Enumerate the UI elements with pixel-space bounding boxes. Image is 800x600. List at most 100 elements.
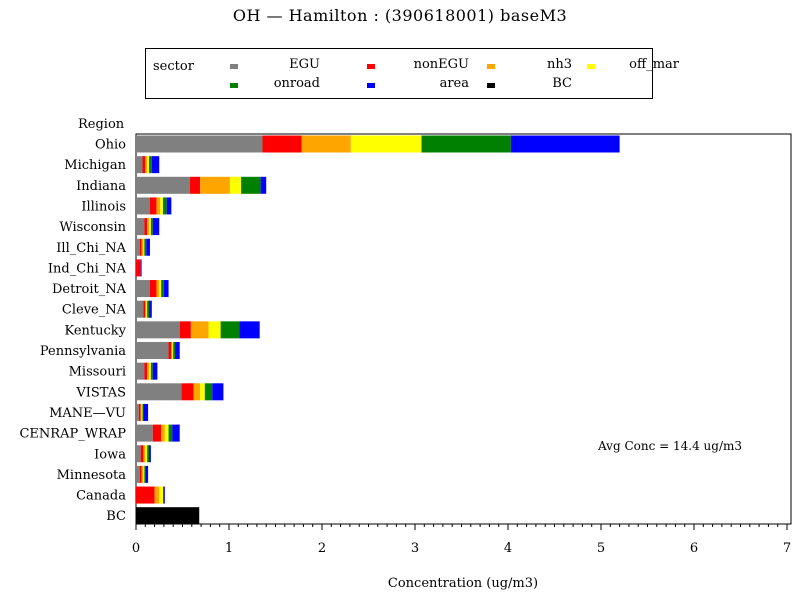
legend-item-egu: EGU <box>230 57 320 73</box>
legend-label: nonEGU <box>413 57 469 72</box>
tick-label-indiana: Indiana <box>76 179 126 194</box>
bar-michigan-onroad <box>149 156 152 174</box>
bar-mane-vu-nh3 <box>140 403 142 421</box>
bar-kentucky-nh3 <box>190 321 209 339</box>
bar-missouri-egu <box>136 362 145 380</box>
tick-label-michigan: Michigan <box>64 158 126 173</box>
tick-label-ohio: Ohio <box>95 138 126 153</box>
bar-iowa-egu <box>136 445 141 463</box>
bar-indiana-nh3 <box>200 176 230 194</box>
bar-cleve-na-off-mar <box>146 300 148 318</box>
legend-swatch <box>367 83 375 88</box>
legend-swatch <box>487 83 495 88</box>
bar-vistas-off-mar <box>200 383 205 401</box>
bar-pennsylvania-area <box>175 342 180 359</box>
bar-cleve-na-nonegu <box>143 300 146 318</box>
bar-ill-chi-na-off-mar <box>143 238 145 256</box>
bar-missouri-off-mar <box>149 362 151 380</box>
legend-label: off_mar <box>629 57 679 72</box>
legend-label: onroad <box>273 76 320 91</box>
bar-mane-vu-off-mar <box>141 403 143 421</box>
tick-label-ind-chi-na: Ind_Chi_NA <box>48 261 127 276</box>
x-tick-label-2: 2 <box>318 541 326 556</box>
bar-kentucky-nonegu <box>179 321 191 339</box>
legend-label: BC <box>552 76 572 91</box>
bar-minnesota-area <box>145 465 149 483</box>
legend-item-off-mar: off_mar <box>587 57 679 73</box>
bar-vistas-nonegu <box>181 383 194 401</box>
bar-ill-chi-na-nonegu <box>139 238 142 256</box>
bar-cleve-na-nh3 <box>145 300 147 318</box>
bar-ill-chi-na-egu <box>136 238 140 256</box>
bar-illinois-off-mar <box>160 197 163 215</box>
legend-label: EGU <box>289 57 320 72</box>
bar-ill-chi-na-area <box>146 238 150 256</box>
bar-michigan-egu <box>136 156 143 174</box>
bar-wisconsin-onroad <box>150 218 153 236</box>
x-tick-label-7: 7 <box>783 541 791 556</box>
bar-kentucky-area <box>239 321 260 339</box>
bar-michigan-off-mar <box>147 156 150 174</box>
tick-label-wisconsin: Wisconsin <box>59 220 126 235</box>
bar-michigan-nh3 <box>145 156 148 174</box>
bar-cleve-na-area <box>149 300 152 318</box>
tick-label-cleve-na: Cleve_NA <box>62 303 127 318</box>
tick-label-detroit-na: Detroit_NA <box>52 282 127 297</box>
bar-detroit-na-egu <box>136 280 150 298</box>
bar-kentucky-off-mar <box>208 321 221 339</box>
bar-canada-off-mar <box>159 486 163 504</box>
bar-mane-vu-nonegu <box>138 403 141 421</box>
legend-swatch <box>230 64 238 69</box>
legend-swatch <box>230 83 238 88</box>
bar-indiana-area <box>260 176 267 194</box>
bar-illinois-area <box>166 197 172 215</box>
bar-minnesota-off-mar <box>143 465 145 483</box>
bar-detroit-na-onroad <box>161 280 164 298</box>
bar-iowa-nonegu <box>140 445 144 463</box>
bar-iowa-nh3 <box>143 445 146 463</box>
bar-iowa-area <box>149 445 151 463</box>
bar-vistas-egu <box>136 383 182 401</box>
bar-iowa-onroad <box>147 445 150 463</box>
bar-ohio-egu <box>136 135 263 153</box>
bar-ohio-onroad <box>421 135 511 153</box>
bar-ohio-off-mar <box>350 135 422 153</box>
bar-detroit-na-off-mar <box>159 280 162 298</box>
legend-item-onroad: onroad <box>230 76 320 92</box>
bar-michigan-nonegu <box>142 156 146 174</box>
bar-pennsylvania-egu <box>136 342 169 359</box>
legend-label: area <box>439 76 469 91</box>
bar-minnesota-egu <box>136 465 140 483</box>
bar-missouri-area <box>152 362 158 380</box>
bar-vistas-nh3 <box>193 383 201 401</box>
avg-conc-annotation: Avg Conc = 14.4 ug/m3 <box>598 439 742 453</box>
legend-swatch <box>367 64 375 69</box>
bar-pennsylvania-nh3 <box>171 342 173 359</box>
bar-kentucky-egu <box>136 321 180 339</box>
bar-missouri-nonegu <box>144 362 148 380</box>
legend-label: nh3 <box>546 57 572 72</box>
bar-cenrap-wrap-egu <box>136 424 153 442</box>
bar-cleve-na-egu <box>136 300 144 318</box>
bar-detroit-na-area <box>163 280 169 298</box>
bar-iowa-off-mar <box>145 445 148 463</box>
legend: sector EGU nonEGU nh3 off_mar onroad area BC <box>145 48 679 99</box>
x-tick-label-3: 3 <box>411 541 419 556</box>
y-axis-label: Region <box>78 117 125 132</box>
legend-swatch <box>487 64 495 69</box>
tick-label-minnesota: Minnesota <box>57 468 127 483</box>
tick-label-illinois: Illinois <box>81 199 126 214</box>
legend-item-bc: BC <box>487 76 572 92</box>
bar-vistas-area <box>212 383 224 401</box>
bar-illinois-nonegu <box>149 197 157 215</box>
bar-bc-bc <box>136 507 200 525</box>
bar-minnesota-nh3 <box>141 465 144 483</box>
bar-wisconsin-egu <box>136 218 145 236</box>
bar-ill-chi-na-onroad <box>144 238 147 256</box>
bar-canada-nonegu <box>136 486 155 504</box>
bar-wisconsin-area <box>152 218 160 236</box>
bar-cenrap-wrap-onroad <box>168 424 173 442</box>
bar-michigan-area <box>151 156 160 174</box>
bar-cenrap-wrap-off-mar <box>164 424 169 442</box>
